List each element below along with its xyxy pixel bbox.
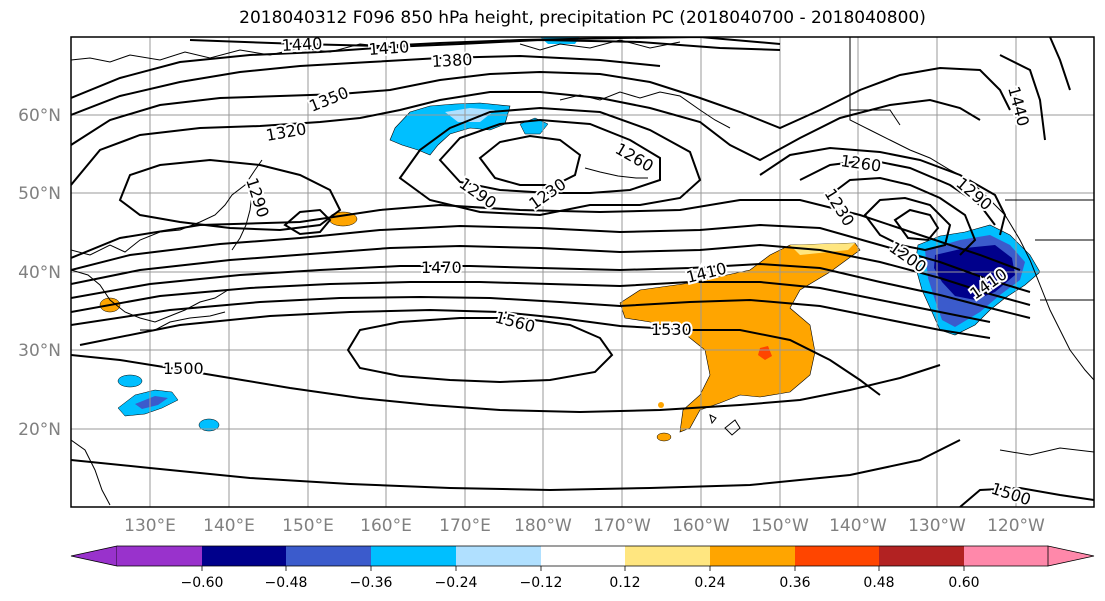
colorbar-bin	[117, 546, 202, 566]
contour-1560	[346, 317, 614, 384]
contour-1500	[71, 354, 941, 414]
lon-label: 140°W	[829, 516, 887, 536]
lon-label: 120°W	[987, 516, 1045, 536]
lat-label: 50°N	[18, 184, 61, 204]
colorbar-tick-label: 0.36	[779, 575, 810, 591]
colorbar-bin	[371, 546, 456, 566]
contour-1470	[71, 262, 1031, 319]
contour-1500-se	[959, 486, 1094, 507]
lat-label: 30°N	[18, 341, 61, 361]
precip-neg-small-2	[198, 418, 220, 432]
colorbar-bin	[879, 546, 964, 566]
lat-label: 60°N	[18, 106, 61, 126]
contour-label: 1380	[431, 50, 473, 71]
colorbar-bin	[202, 546, 286, 566]
contour-1290-circ	[283, 208, 332, 236]
contour-band-3	[71, 243, 1031, 306]
precip-pos-small-1	[656, 432, 672, 442]
colorbar-bin	[541, 546, 625, 566]
colorbar-tick-label: 0.24	[694, 575, 725, 591]
contour-ne-2	[1049, 37, 1071, 91]
contour-1320	[71, 91, 981, 186]
lon-label: 160°W	[672, 516, 730, 536]
colorbar-extend-max	[1047, 545, 1095, 567]
contour-low-2	[893, 208, 940, 242]
contour-1380	[71, 54, 661, 116]
contour-1530	[79, 308, 881, 396]
map-frame	[70, 36, 1095, 508]
lon-label: 170°E	[439, 516, 491, 536]
precip-neg-philippines-mid	[135, 396, 168, 409]
colorbar-tick-label: −0.36	[350, 575, 393, 591]
contour-low-outer	[829, 176, 977, 256]
lon-label: 130°E	[124, 516, 176, 536]
lon-label: 180°W	[514, 516, 572, 536]
lon-label: 140°E	[203, 516, 255, 536]
lon-label: 160°E	[360, 516, 412, 536]
precip-pos-central	[619, 242, 861, 433]
colorbar-bin	[795, 546, 879, 566]
colorbar-tick-label: −0.12	[520, 575, 563, 591]
contour-label: 1410	[368, 37, 410, 59]
contour-1290-west	[118, 158, 342, 232]
contour-1230-east	[799, 158, 996, 226]
lon-label: 130°W	[908, 516, 966, 536]
colorbar-tick-label: 0.60	[948, 575, 979, 591]
colorbar-extend-min	[70, 545, 118, 567]
colorbar-bin	[964, 546, 1048, 566]
colorbar-bin	[456, 546, 541, 566]
contour-1350	[71, 66, 1011, 146]
contour-1410-band	[71, 281, 991, 323]
contour-low-1	[863, 196, 952, 252]
colorbar-tick-label: −0.48	[265, 575, 308, 591]
lon-label: 150°W	[751, 516, 809, 536]
contour-label: 1470	[421, 258, 462, 277]
colorbar: −0.60 −0.48 −0.36 −0.24 −0.12 0.12 0.24 …	[70, 545, 1095, 591]
precip-neg-small-1	[117, 374, 143, 388]
contour-1440-ne	[999, 54, 1046, 141]
contour-label: 1440	[281, 34, 323, 55]
lon-label: 170°W	[593, 516, 651, 536]
colorbar-bin	[286, 546, 371, 566]
contour-band-2	[71, 223, 1031, 293]
contour-1230-central	[478, 134, 582, 186]
contour-1410-north	[71, 38, 781, 99]
colorbar-tick-label: −0.24	[435, 575, 478, 591]
precip-pos-central-yellow	[790, 243, 855, 255]
lat-labels: 20°N 30°N 40°N 50°N 60°N	[18, 106, 61, 440]
height-contours	[71, 37, 1094, 507]
contour-band-6	[71, 295, 991, 339]
lon-labels: 130°E 140°E 150°E 160°E 170°E 180°W 170°…	[124, 516, 1045, 536]
contour-1260-central	[438, 118, 661, 194]
contour-1290-east	[398, 106, 702, 217]
colorbar-bin	[710, 546, 795, 566]
contour-1260-east	[759, 146, 1007, 236]
contour-label: 1500	[163, 359, 204, 378]
map-title: 2018040312 F096 850 hPa height, precipit…	[239, 8, 926, 28]
contour-band-1	[71, 199, 1021, 271]
colorbar-tick-label: 0.48	[863, 575, 894, 591]
contour-label: 1530	[651, 320, 692, 339]
lat-label: 20°N	[18, 420, 61, 440]
contour-band-south	[71, 439, 961, 492]
lon-label: 150°E	[282, 516, 334, 536]
colorbar-bin	[625, 546, 710, 566]
colorbar-tick-label: 0.12	[609, 575, 640, 591]
colorbar-tick-label: −0.60	[181, 575, 224, 591]
precip-pos-small-4	[658, 402, 664, 408]
lat-label: 40°N	[18, 263, 61, 283]
